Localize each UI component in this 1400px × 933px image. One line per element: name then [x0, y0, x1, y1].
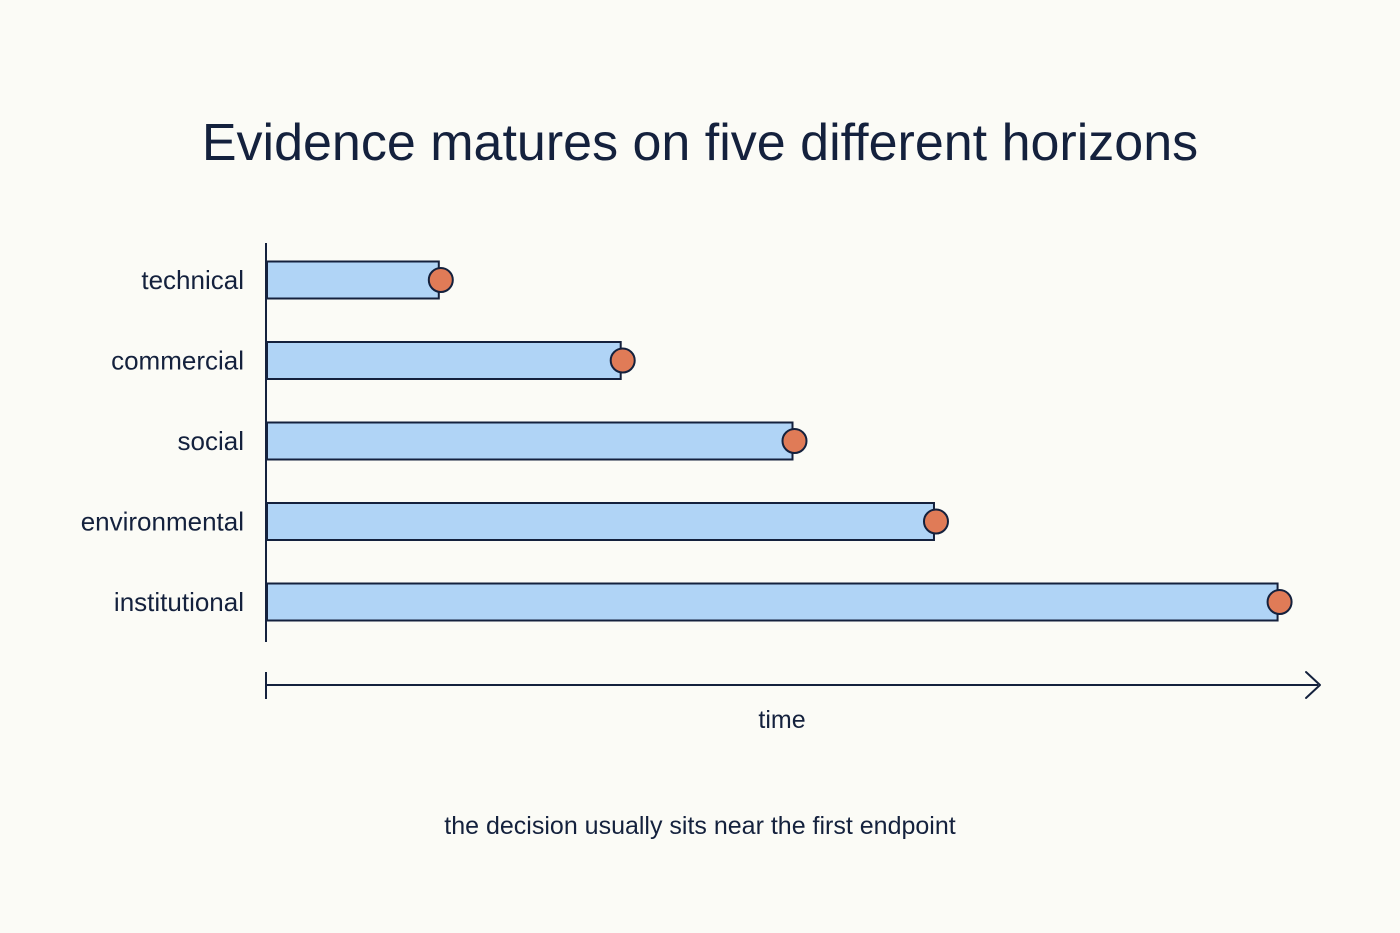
category-labels-layer: technical commercial social environmental in… — [81, 265, 244, 617]
category-label-commercial: commercial — [111, 346, 244, 376]
endpoint-marker-environmental — [922, 508, 949, 535]
x-axis-label: time — [758, 706, 805, 734]
category-label-technical: technical — [141, 265, 244, 295]
bar-commercial — [266, 341, 622, 380]
bar-technical — [266, 260, 440, 300]
category-label-social: social — [178, 426, 244, 456]
bar-institutional — [266, 582, 1279, 622]
x-axis — [265, 671, 1321, 699]
endpoint-marker-social — [781, 428, 808, 454]
endpoint-markers-layer — [427, 267, 1293, 615]
chart-caption: the decision usually sits near the first… — [444, 812, 955, 840]
endpoint-marker-commercial — [609, 347, 636, 374]
endpoint-marker-institutional — [1266, 589, 1293, 615]
bar-social — [266, 421, 794, 461]
endpoint-marker-technical — [427, 267, 454, 293]
category-label-institutional: institutional — [114, 587, 244, 617]
bar-environmental — [266, 502, 935, 541]
x-axis-arrowhead — [1305, 671, 1321, 699]
category-label-environmental: environmental — [81, 507, 244, 537]
bars-layer — [266, 260, 1279, 622]
chart-title: Evidence matures on five different horiz… — [202, 114, 1198, 172]
